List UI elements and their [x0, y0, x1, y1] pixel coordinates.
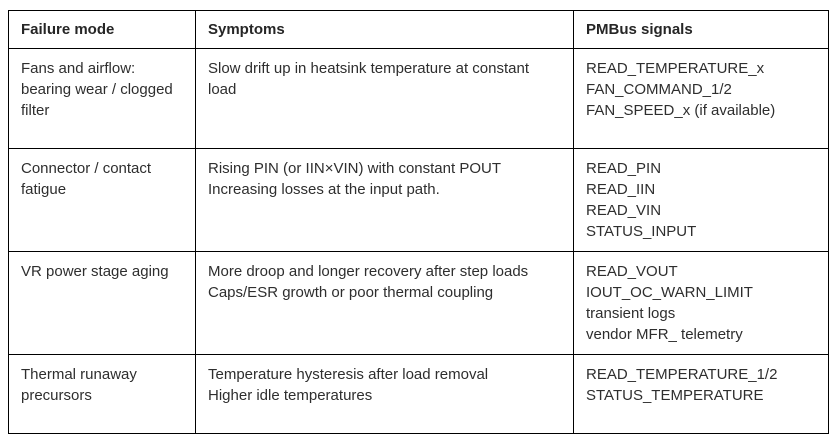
- cell-symptoms: Slow drift up in heatsink temperature at…: [195, 48, 574, 149]
- cell-symptoms: Temperature hysteresis after load remova…: [195, 354, 574, 434]
- header-failure-mode: Failure mode: [8, 10, 196, 49]
- cell-symptoms: Rising PIN (or IIN×VIN) with constant PO…: [195, 148, 574, 252]
- pmbus-signals-text: READ_TEMPERATURE_1/2 STATUS_TEMPERATURE: [586, 366, 778, 404]
- failure-mode-table-container: Failure mode Symptoms PMBus signals Fans…: [8, 10, 829, 434]
- table-row: VR power stage aging More droop and long…: [8, 251, 829, 355]
- pmbus-signals-text: READ_VOUT IOUT_OC_WARN_LIMIT transient l…: [586, 263, 753, 343]
- symptoms-text: Rising PIN (or IIN×VIN) with constant PO…: [208, 160, 501, 198]
- cell-failure-mode: Fans and airflow: bearing wear / clogged…: [8, 48, 196, 149]
- cell-failure-mode: Connector / contact fatigue: [8, 148, 196, 252]
- cell-pmbus-signals: READ_TEMPERATURE_x FAN_COMMAND_1/2 FAN_S…: [573, 48, 829, 149]
- table-header-row: Failure mode Symptoms PMBus signals: [8, 10, 829, 49]
- cell-failure-mode: Thermal runaway precursors: [8, 354, 196, 434]
- cell-symptoms: More droop and longer recovery after ste…: [195, 251, 574, 355]
- symptoms-text: More droop and longer recovery after ste…: [208, 263, 529, 301]
- failure-mode-text: Thermal runaway precursors: [21, 366, 137, 404]
- header-pmbus-signals: PMBus signals: [573, 10, 829, 49]
- cell-pmbus-signals: READ_VOUT IOUT_OC_WARN_LIMIT transient l…: [573, 251, 829, 355]
- table-row: Fans and airflow: bearing wear / clogged…: [8, 48, 829, 149]
- table-row: Connector / contact fatigue Rising PIN (…: [8, 148, 829, 252]
- pmbus-signals-text: READ_TEMPERATURE_x FAN_COMMAND_1/2 FAN_S…: [586, 60, 776, 119]
- cell-failure-mode: VR power stage aging: [8, 251, 196, 355]
- table-row: Thermal runaway precursors Temperature h…: [8, 354, 829, 434]
- symptoms-text: Slow drift up in heatsink temperature at…: [208, 60, 530, 98]
- failure-mode-text: Fans and airflow: bearing wear / clogged…: [21, 60, 173, 119]
- failure-mode-text: VR power stage aging: [21, 263, 169, 280]
- cell-pmbus-signals: READ_PIN READ_IIN READ_VIN STATUS_INPUT: [573, 148, 829, 252]
- symptoms-text: Temperature hysteresis after load remova…: [208, 366, 489, 404]
- failure-mode-table: Failure mode Symptoms PMBus signals Fans…: [8, 10, 829, 434]
- cell-pmbus-signals: READ_TEMPERATURE_1/2 STATUS_TEMPERATURE: [573, 354, 829, 434]
- pmbus-signals-text: READ_PIN READ_IIN READ_VIN STATUS_INPUT: [586, 160, 697, 240]
- failure-mode-text: Connector / contact fatigue: [21, 160, 152, 198]
- header-symptoms: Symptoms: [195, 10, 574, 49]
